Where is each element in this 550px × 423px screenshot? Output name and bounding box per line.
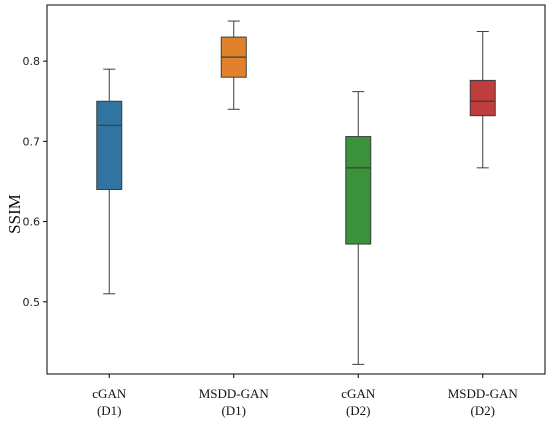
box-1 [96,68,123,295]
x-tick-label: MSDD-GAN [448,386,519,401]
box-body [469,79,496,117]
plot-frame [46,4,546,375]
y-axis-label: SSIM [5,194,24,234]
x-tick-label-sub: (D1) [221,403,246,418]
x-tick-label-sub: (D2) [346,403,371,418]
box-3 [345,91,372,365]
box-body [345,136,372,245]
y-tick-label: 0.8 [23,55,41,68]
labels: cGAN (D1) MSDD-GAN (D1) cGAN (D2) MSDD-GAN (D2) [92,374,518,418]
y-tick-label: 0.7 [23,135,41,148]
boxes [96,20,496,365]
axes: 0.5 0.6 0.7 0.8 [23,4,546,375]
box-4 [469,30,496,169]
y-tick-label: 0.6 [23,216,41,229]
box-2 [220,20,247,110]
x-tick-label: MSDD-GAN [199,386,270,401]
x-tick-label: cGAN [92,386,127,401]
x-tick-label-sub: (D1) [97,403,122,418]
box-body [96,100,123,190]
y-tick-label: 0.5 [23,296,41,309]
x-tick-label-sub: (D2) [470,403,495,418]
x-tick-label: cGAN [341,386,376,401]
